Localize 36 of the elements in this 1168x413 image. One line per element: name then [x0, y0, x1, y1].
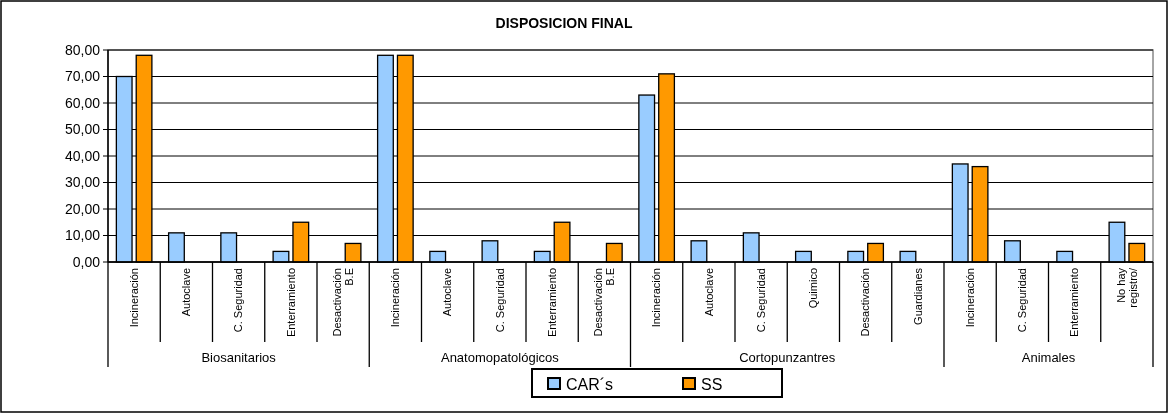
x-tick-label: Incineración — [127, 268, 140, 328]
y-tick-label: 50,00 — [64, 121, 101, 138]
legend-label: SS — [701, 375, 723, 393]
text: Animales — [1021, 350, 1076, 365]
x-tick-label: Enterramiento — [284, 268, 297, 338]
x-tick-label: Quimico — [807, 268, 820, 309]
chart-title: DISPOSICION FINAL — [495, 15, 633, 31]
x-tick-label: C. Seguridad — [232, 268, 245, 333]
text: Cortopunzantres — [739, 350, 836, 365]
y-tick-label: 60,00 — [64, 94, 101, 111]
x-tick-label: Incineración — [963, 268, 976, 328]
x-tick-label: Desactivación — [859, 268, 872, 337]
y-tick-label: 0,00 — [72, 253, 101, 270]
x-tick-label: Enterramiento — [545, 268, 558, 338]
x-tick-label: Desactivación B.E — [330, 268, 356, 337]
text: Anatomopatológicos — [440, 350, 560, 365]
x-tick-label: C. Seguridad — [754, 268, 767, 333]
x-tick-label: Enterramiento — [1068, 268, 1081, 338]
y-tick-label: 40,00 — [64, 147, 101, 164]
x-tick-label: C. Seguridad — [1016, 268, 1029, 333]
x-tick-label: Autoclave — [702, 268, 715, 317]
x-tick-label: C. Seguridad — [493, 268, 506, 333]
x-tick-label: Autoclave — [180, 268, 193, 317]
x-tick-label: Autoclave — [441, 268, 454, 317]
y-tick-label: 10,00 — [64, 227, 101, 244]
x-tick-label: Desactivación B.E — [592, 268, 617, 337]
y-tick-label: 70,00 — [64, 68, 101, 85]
x-tick-label: Guardianes — [911, 267, 924, 325]
legend-label: CAR´s — [566, 375, 614, 393]
x-tick-label: Incineración — [389, 268, 402, 328]
text: Biosanitarios — [201, 350, 277, 365]
y-tick-label: 30,00 — [64, 174, 101, 191]
y-tick-label: 20,00 — [64, 200, 101, 217]
x-tick-label: No hay registro/ — [1114, 267, 1139, 308]
x-tick-label: Incineración — [650, 268, 663, 328]
y-tick-label: 80,00 — [64, 41, 101, 58]
